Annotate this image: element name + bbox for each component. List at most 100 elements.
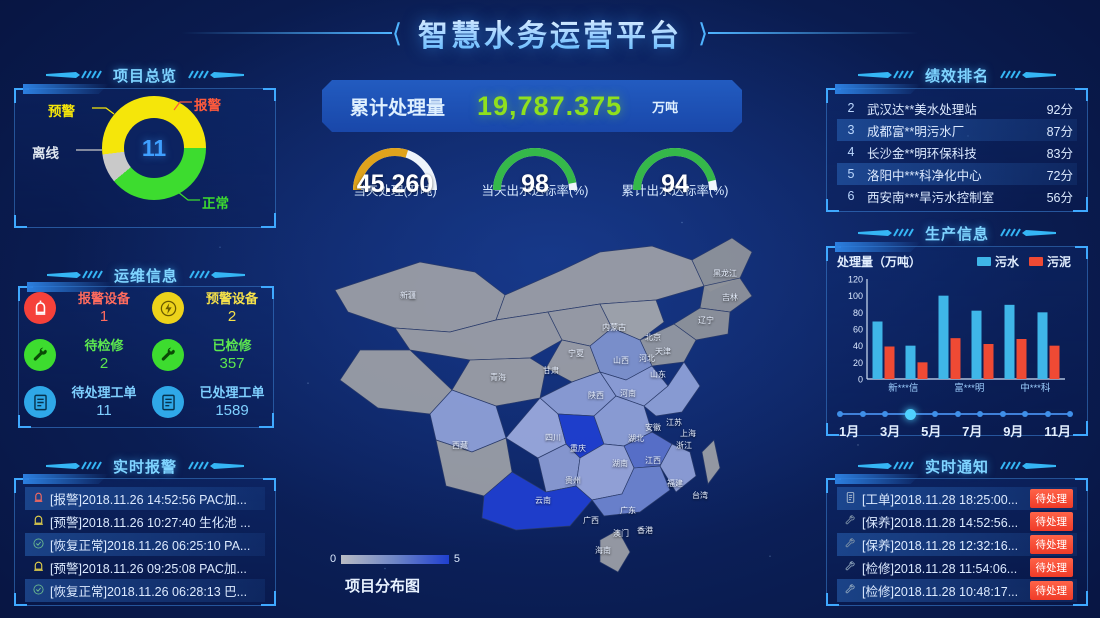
recovered-icon <box>29 583 47 599</box>
om-item-2[interactable]: 待检修 2 <box>18 335 146 381</box>
siren-icon <box>24 292 56 324</box>
rank-number: 6 <box>847 189 855 203</box>
om-item-title: 报警设备 <box>77 291 130 306</box>
legend-label-sewage: 污水 <box>994 255 1019 269</box>
ranking-row[interactable]: 3 成都富**明污水厂 87分 <box>837 119 1077 141</box>
document-icon <box>24 386 56 418</box>
om-item-3[interactable]: 已检修 357 <box>146 335 274 381</box>
ranking-title: 绩效排名 <box>924 67 989 85</box>
donut-label-warning: 预警 <box>48 104 75 119</box>
rank-name: 西安南***旱污水控制室 <box>867 190 995 205</box>
repair-icon <box>841 560 859 576</box>
province-label: 安徽 <box>645 423 661 432</box>
alarm-icon <box>29 491 47 507</box>
notification-row[interactable]: [保养]2018.11.28 14:52:56... 待处理 <box>837 510 1077 533</box>
om-item-1[interactable]: 预警设备 2 <box>146 288 274 334</box>
page-header: ⟨ 智慧水务运营平台 ⟩ <box>0 8 1100 58</box>
month-dot[interactable] <box>882 411 888 417</box>
notification-list[interactable]: [工单]2018.11.28 18:25:00... 待处理 [保养]2018.11… <box>837 487 1077 602</box>
om-item-5[interactable]: 已处理工单 1589 <box>146 382 274 428</box>
ranking-row[interactable]: 6 西安南***旱污水控制室 56分 <box>837 185 1077 207</box>
notification-row[interactable]: [检修]2018.11.28 10:48:17... 待处理 <box>837 579 1077 602</box>
ranking-row[interactable]: 5 洛阳中***科净化中心 72分 <box>837 163 1077 185</box>
province-label: 青海 <box>490 373 506 382</box>
rank-number: 3 <box>847 123 855 137</box>
month-dot[interactable] <box>904 408 916 420</box>
svg-text:20: 20 <box>853 358 863 368</box>
alarm-list[interactable]: [报警]2018.11.26 14:52:56 PAC加... [预警]2018.… <box>25 487 265 602</box>
status-badge[interactable]: 待处理 <box>1029 581 1073 600</box>
chart-legend: 污水 污泥 <box>976 253 1071 270</box>
month-dot[interactable] <box>954 411 961 417</box>
gauge-0: 45.260 当天处理(万吨) <box>330 140 460 230</box>
status-badge[interactable]: 待处理 <box>1029 489 1073 508</box>
production-header: 生产信息 <box>826 222 1088 244</box>
maintain-icon <box>841 514 859 530</box>
province-label: 内蒙古 <box>602 323 626 332</box>
month-dot[interactable] <box>977 411 983 417</box>
donut-ring: 11 <box>102 96 206 200</box>
bar-chart-svg: 0 20 40 60 80 100 120 新***信 富***明 中***科 <box>848 275 1065 394</box>
month-labels: 1月 3月 5月 7月 9月 11月 <box>837 421 1073 440</box>
alarm-row[interactable]: [恢复正常]2018.11.26 06:28:13 巴... <box>25 579 265 602</box>
notification-text: [检修]2018.11.28 10:48:17... <box>862 585 1019 599</box>
svg-text:80: 80 <box>853 308 863 318</box>
alarm-text: [报警]2018.11.26 14:52:56 PAC加... <box>50 493 247 507</box>
ranking-row[interactable]: 4 长沙金**明环保科技 83分 <box>837 141 1077 163</box>
title-left-chevron-icon: ⟨ <box>391 17 402 48</box>
om-item-count: 1 <box>99 308 109 325</box>
month-dot[interactable] <box>1067 411 1073 417</box>
alarms-header: 实时报警 <box>14 455 276 477</box>
wrench-icon <box>152 339 184 371</box>
month-dot[interactable] <box>859 411 866 417</box>
province-label: 新疆 <box>400 291 416 300</box>
legend-min: 0 <box>330 553 337 565</box>
province-label: 广东 <box>620 506 636 515</box>
maintain-icon <box>841 537 859 553</box>
status-badge[interactable]: 待处理 <box>1029 512 1073 531</box>
province-label: 海南 <box>595 546 611 555</box>
month-dot[interactable] <box>932 411 938 417</box>
province-label: 重庆 <box>570 444 586 453</box>
map-legend: 0 5 <box>330 553 460 565</box>
header-ornament-left-icon <box>857 70 914 79</box>
month-dot[interactable] <box>1022 411 1028 417</box>
gauge-1: 98 当天出水达标率(%) <box>470 140 600 230</box>
alarm-row[interactable]: [报警]2018.11.26 14:52:56 PAC加... <box>25 487 265 510</box>
month-timeline[interactable]: 1月 3月 5月 7月 9月 11月 <box>837 408 1073 440</box>
om-item-title: 待检修 <box>84 338 124 353</box>
gauge-caption: 当天处理(万吨) <box>353 184 437 198</box>
month-dot[interactable] <box>1044 411 1051 417</box>
alarm-text: [恢复正常]2018.11.26 06:25:10 PA... <box>50 539 251 553</box>
ranking-row[interactable]: 2 武汉达**美水处理站 92分 <box>837 97 1077 119</box>
legend-item-sludge[interactable]: 污泥 <box>1028 253 1071 270</box>
om-item-4[interactable]: 待处理工单 11 <box>18 382 146 428</box>
notification-row[interactable]: [工单]2018.11.28 18:25:00... 待处理 <box>837 487 1077 510</box>
month-dot[interactable] <box>999 411 1006 417</box>
header-ornament-left-icon <box>45 461 102 470</box>
month-dot[interactable] <box>837 411 843 417</box>
legend-max: 5 <box>453 553 460 565</box>
om-item-0[interactable]: 报警设备 1 <box>18 288 146 334</box>
notification-row[interactable]: [检修]2018.11.28 11:54:06... 待处理 <box>837 556 1077 579</box>
legend-item-sewage[interactable]: 污水 <box>976 253 1019 270</box>
header-ornament-left-icon <box>857 461 914 470</box>
alarm-row[interactable]: [预警]2018.11.26 10:27:40 生化池 ... <box>25 510 265 533</box>
donut-label-alarm: 报警 <box>194 98 221 113</box>
ranking-list[interactable]: 2 武汉达**美水处理站 92分 3 成都富**明污水厂 87分 4 长沙金**明环保科技 83… <box>837 97 1077 207</box>
om-panel <box>18 282 274 428</box>
cumulative-value: 19,787.375 <box>477 90 623 121</box>
alarms-title: 实时报警 <box>112 458 177 476</box>
gauge-caption: 当天出水达标率(%) <box>481 184 589 198</box>
notification-row[interactable]: [保养]2018.11.28 12:32:16... 待处理 <box>837 533 1077 556</box>
province-label: 河南 <box>620 389 636 398</box>
header-ornament-right-icon <box>1000 228 1056 237</box>
month-label: 9月 <box>1003 424 1024 439</box>
om-header: 运维信息 <box>18 264 274 286</box>
month-dots[interactable] <box>837 408 1073 420</box>
status-badge[interactable]: 待处理 <box>1029 535 1073 554</box>
status-badge[interactable]: 待处理 <box>1029 558 1073 577</box>
alarm-row[interactable]: [预警]2018.11.26 09:25:08 PAC加... <box>25 556 265 579</box>
alarm-row[interactable]: [恢复正常]2018.11.26 06:25:10 PA... <box>25 533 265 556</box>
warning-icon <box>29 514 47 530</box>
